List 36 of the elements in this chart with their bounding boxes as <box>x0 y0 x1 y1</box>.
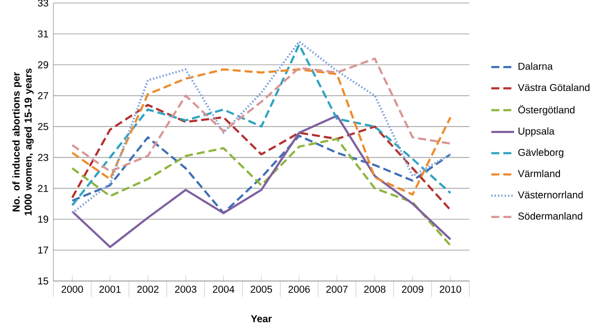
x-tick-label: 2009 <box>402 286 424 293</box>
legend-label: Östergötland <box>518 104 574 116</box>
legend-label: Värmland <box>518 170 560 178</box>
x-tick-label: 2002 <box>137 286 158 293</box>
legend-label: Gävleborg <box>518 148 564 158</box>
legend-label: Dalarna <box>518 62 553 70</box>
y-tick-label: 25 <box>38 123 48 130</box>
x-tick-label: 2005 <box>250 286 272 293</box>
y-tick-label: 29 <box>38 61 48 68</box>
x-tick-label: 2010 <box>440 286 462 293</box>
line-series <box>71 114 452 248</box>
line-series <box>71 104 452 212</box>
line-series <box>71 138 452 247</box>
x-tick-label: 2000 <box>62 286 83 293</box>
y-tick-label: 17 <box>38 246 48 254</box>
legend-label: Västernorrland <box>518 191 583 198</box>
x-tick-label: 2006 <box>288 286 310 293</box>
x-tick-label: 2007 <box>326 286 348 293</box>
y-tick-label: 23 <box>38 154 48 161</box>
y-axis-title: No. of induced abortions per 1000 women, aged 15-19 years <box>12 68 34 216</box>
x-axis-title: Year <box>250 315 272 322</box>
x-tick-label: 2004 <box>212 286 234 293</box>
y-tick-label: 21 <box>38 184 48 192</box>
line-series <box>71 58 452 172</box>
x-tick-label: 2003 <box>175 286 196 293</box>
x-tick-label: 2001 <box>99 286 121 293</box>
line-series <box>71 68 452 196</box>
y-tick-label: 19 <box>38 216 48 223</box>
y-tick-label: 15 <box>38 278 48 284</box>
legend-label: Södermanland <box>518 212 582 220</box>
y-tick-label: 27 <box>38 92 48 100</box>
legend-label: Västra Götaland <box>518 84 590 92</box>
y-tick-label: 31 <box>38 30 48 38</box>
line-series <box>71 134 452 214</box>
x-tick-label: 2008 <box>364 286 386 293</box>
legend-label: Uppsala <box>518 127 554 137</box>
